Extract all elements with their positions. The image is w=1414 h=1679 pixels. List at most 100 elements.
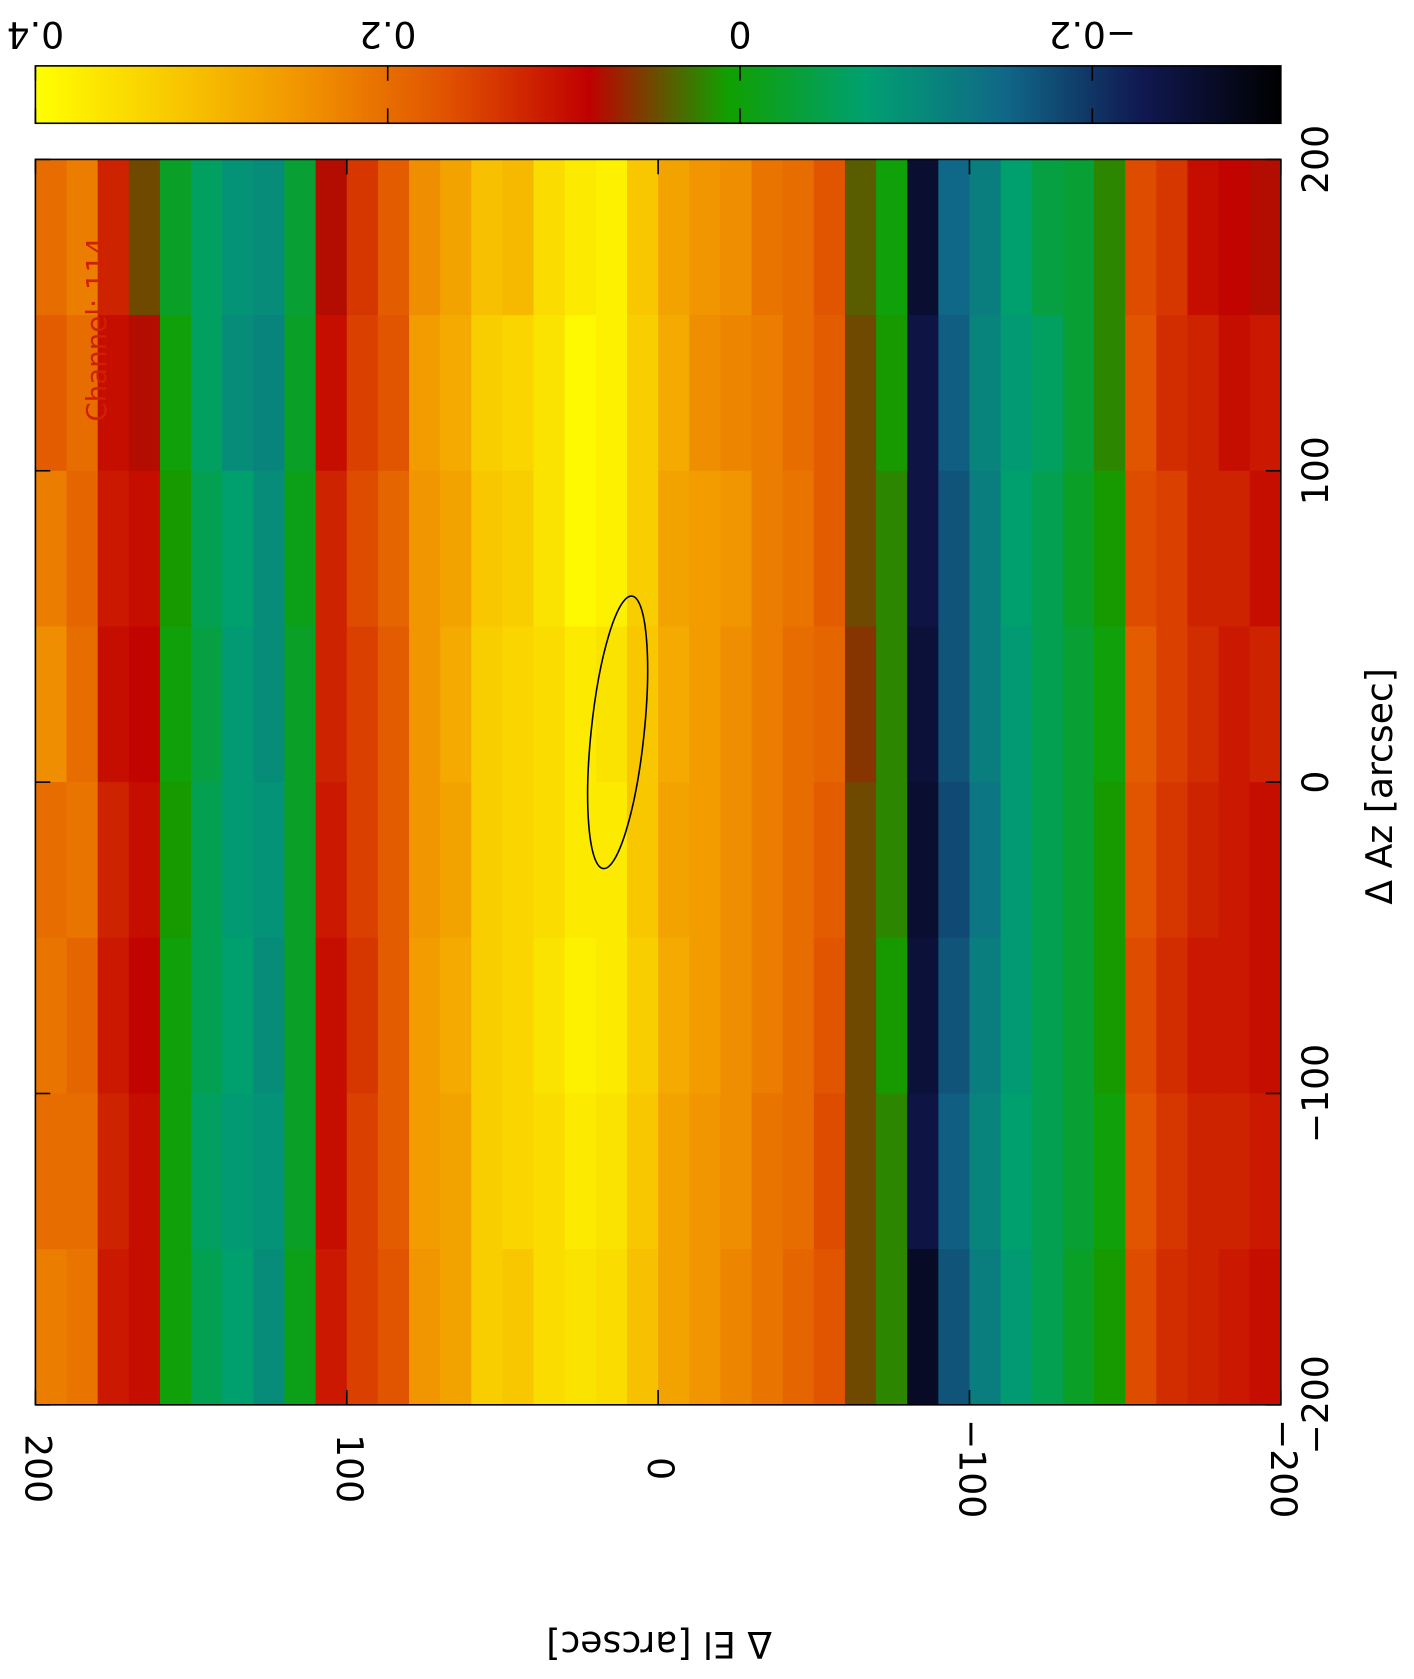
cell xyxy=(440,1093,472,1250)
cell xyxy=(844,626,877,783)
cell xyxy=(128,315,161,472)
cell xyxy=(1218,470,1251,627)
y-tick-label: 200 xyxy=(1294,125,1337,194)
cell xyxy=(346,159,379,316)
cell xyxy=(35,782,68,939)
cell xyxy=(1187,470,1220,627)
cell xyxy=(751,1249,784,1406)
cell xyxy=(377,937,410,1095)
cell xyxy=(1094,626,1126,783)
cell xyxy=(533,315,566,472)
cell xyxy=(782,1249,815,1406)
cell xyxy=(782,782,815,939)
cell xyxy=(159,159,192,316)
cell xyxy=(35,937,68,1095)
cell xyxy=(1187,315,1220,472)
cell xyxy=(782,1093,815,1250)
cell xyxy=(35,470,68,627)
x-tick-label: −200 xyxy=(1262,1419,1305,1518)
cell xyxy=(66,1249,99,1406)
cell xyxy=(97,937,130,1095)
cell xyxy=(595,1093,628,1250)
cell xyxy=(346,782,379,939)
cell xyxy=(1249,937,1282,1095)
annotation: Channel: 114 xyxy=(80,237,113,421)
cell xyxy=(1249,1249,1282,1406)
cell xyxy=(720,782,753,939)
cell xyxy=(1218,315,1251,472)
cell xyxy=(938,1093,971,1250)
cell xyxy=(1187,159,1220,316)
cell xyxy=(689,159,721,316)
cell xyxy=(782,159,815,316)
cell xyxy=(1094,159,1126,316)
y-axis-label: Δ Az [arcsec] xyxy=(1358,668,1401,905)
cell xyxy=(1156,1249,1188,1406)
cell xyxy=(440,626,472,783)
beam-ellipse xyxy=(586,595,649,870)
cell xyxy=(471,937,503,1095)
cell xyxy=(471,782,503,939)
cell xyxy=(813,1249,846,1406)
cell xyxy=(502,159,535,316)
cell xyxy=(720,1249,753,1406)
cell xyxy=(409,1093,441,1250)
heatmap xyxy=(35,159,1282,1406)
cell xyxy=(191,1093,223,1250)
cell xyxy=(35,159,68,316)
cell xyxy=(1125,1093,1157,1250)
cell xyxy=(1125,159,1157,316)
cell xyxy=(876,782,908,939)
cell xyxy=(813,470,846,627)
cell xyxy=(128,1093,161,1250)
cell xyxy=(1000,1249,1033,1406)
cell xyxy=(377,626,410,783)
cell xyxy=(720,626,753,783)
x-tick-label: 100 xyxy=(328,1434,371,1503)
cell xyxy=(191,937,223,1095)
cell xyxy=(315,937,348,1095)
cell xyxy=(253,1249,286,1406)
cell xyxy=(159,626,192,783)
cell xyxy=(35,315,68,472)
cell xyxy=(346,470,379,627)
cell xyxy=(564,315,597,472)
cell xyxy=(938,626,971,783)
cell xyxy=(564,1249,597,1406)
cell xyxy=(284,1093,317,1250)
cell xyxy=(1031,1249,1064,1406)
cell xyxy=(222,937,254,1095)
cell xyxy=(97,159,130,316)
cell xyxy=(626,315,659,472)
cell xyxy=(813,937,846,1095)
cell xyxy=(595,159,628,316)
cell xyxy=(533,159,566,316)
cell xyxy=(907,315,939,472)
cell xyxy=(191,159,223,316)
cell xyxy=(813,626,846,783)
cell xyxy=(128,782,161,939)
cell xyxy=(1218,1249,1251,1406)
cell xyxy=(97,782,130,939)
cell xyxy=(315,626,348,783)
cell xyxy=(938,315,971,472)
cell xyxy=(1187,626,1220,783)
cell xyxy=(159,782,192,939)
cell xyxy=(377,159,410,316)
colorbar-tick-label: 0.2 xyxy=(359,13,416,56)
cell xyxy=(315,1249,348,1406)
cell xyxy=(1031,470,1064,627)
cell xyxy=(844,1093,877,1250)
cell xyxy=(502,782,535,939)
cell xyxy=(253,937,286,1095)
cell xyxy=(35,1249,68,1406)
cell xyxy=(191,1249,223,1406)
cell xyxy=(595,1249,628,1406)
cell xyxy=(346,626,379,783)
cell xyxy=(907,1093,939,1250)
cell xyxy=(1000,626,1033,783)
cell xyxy=(1062,782,1095,939)
cell xyxy=(35,1093,68,1250)
cell xyxy=(658,470,690,627)
cell xyxy=(907,159,939,316)
